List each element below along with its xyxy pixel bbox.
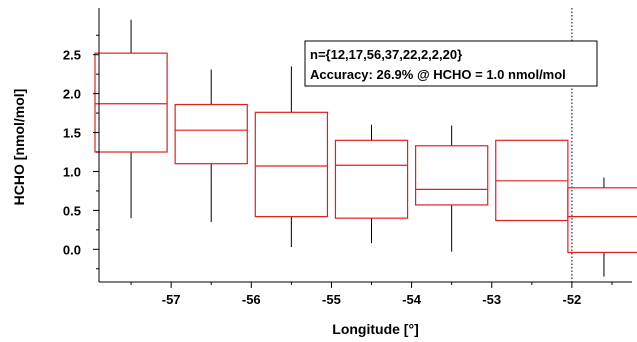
box-iqr	[254, 111, 329, 218]
y-tick-label: 1.5	[63, 126, 81, 141]
box-iqr	[174, 103, 248, 165]
y-tick-label: 2.0	[63, 87, 81, 102]
box-iqr	[334, 139, 409, 219]
box-group	[567, 177, 637, 277]
box-iqr	[414, 145, 489, 206]
annotation-accuracy: Accuracy: 26.9% @ HCHO = 1.0 nmol/mol	[310, 67, 566, 82]
annotation-sample-sizes: n={12,17,56,37,22,2,2,20}	[310, 47, 462, 62]
x-tick-label: -57	[162, 292, 181, 307]
x-tick-label: -56	[242, 292, 261, 307]
plot-area	[94, 8, 637, 282]
axes	[98, 8, 632, 283]
y-tick-label: 0.5	[63, 203, 81, 218]
x-tick-label: -52	[562, 292, 581, 307]
ticks: -57 -56 -55 -54 -53 -52 0.0 0.5 1.0 1.5 2.0 2.5	[63, 34, 613, 307]
y-axis-title: HCHO [nmol/mol]	[11, 89, 27, 206]
box-group	[495, 139, 569, 222]
box-group	[174, 69, 248, 223]
box-iqr	[567, 187, 637, 254]
box-group	[94, 19, 168, 219]
annotation-frame	[304, 40, 598, 87]
x-tick-label: -53	[482, 292, 501, 307]
annotation-box: n={12,17,56,37,22,2,2,20} Accuracy: 26.9…	[304, 40, 598, 87]
y-tick-label: 2.5	[63, 48, 81, 63]
y-tick-label: 1.0	[63, 164, 81, 179]
box-iqr	[94, 52, 168, 153]
x-tick-label: -54	[402, 292, 422, 307]
x-tick-label: -55	[322, 292, 341, 307]
box-group	[334, 124, 409, 244]
box-group	[414, 125, 489, 252]
y-tick-label: 0.0	[63, 242, 81, 257]
x-axis-title: Longitude [°]	[332, 321, 418, 337]
box-group	[254, 66, 329, 247]
